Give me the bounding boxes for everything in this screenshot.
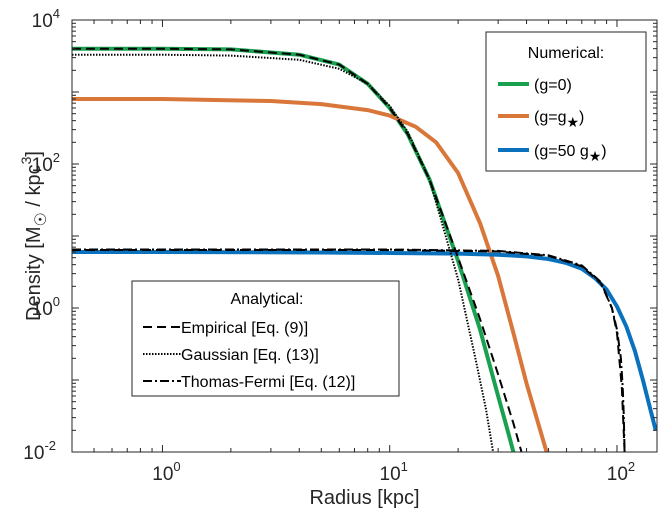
series-gaussian-eq-13-g-0 — [72, 53, 495, 452]
x-tick-label: 101 — [380, 459, 408, 485]
legend-numerical-box — [485, 31, 647, 172]
plot-frame — [71, 19, 658, 453]
series-g-g — [72, 97, 549, 452]
x-tick-label: 102 — [607, 459, 635, 485]
legend-label-empirical: Empirical [Eq. (9)] — [181, 320, 308, 337]
legend-analytical-box — [131, 280, 400, 397]
y-tick-label: 100 — [32, 294, 60, 320]
legend-label-thomas-fermi: Thomas-Fermi [Eq. (12)] — [181, 374, 355, 391]
y-tick-label: 10-2 — [23, 438, 56, 464]
legend-label-gstar: (g=g★) — [534, 109, 584, 130]
legend-numerical-title: Numerical: — [528, 45, 604, 62]
legend-label-g0: (g=0) — [534, 77, 572, 94]
legend-numerical: Numerical: (g=0) (g=g★) (g=50 g★) — [485, 31, 647, 172]
ticks — [71, 19, 657, 453]
y-tick-label: 102 — [32, 150, 60, 176]
legend-analytical: Analytical: Empirical [Eq. (9)] Gaussian… — [131, 280, 400, 397]
legend-label-g50: (g=50 g★) — [534, 143, 607, 164]
legend-analytical-title: Analytical: — [231, 291, 304, 308]
tick-labels: 100 101 102 10-2 100 102 104 — [23, 6, 635, 485]
series-empirical-eq-9-g-0 — [72, 47, 523, 452]
y-tick-label: 104 — [32, 6, 60, 32]
svg-text:Density [M☉ / kpc3]: Density [M☉ / kpc3] — [18, 151, 50, 321]
curves — [72, 46, 657, 452]
y-axis-label: Density [M☉ / kpc3] — [18, 151, 50, 321]
legend-label-gaussian: Gaussian [Eq. (13)] — [181, 347, 319, 364]
x-axis-label: Radius [kpc] — [309, 487, 419, 509]
x-tick-label: 100 — [152, 459, 180, 485]
series-g-50-g — [72, 250, 657, 431]
